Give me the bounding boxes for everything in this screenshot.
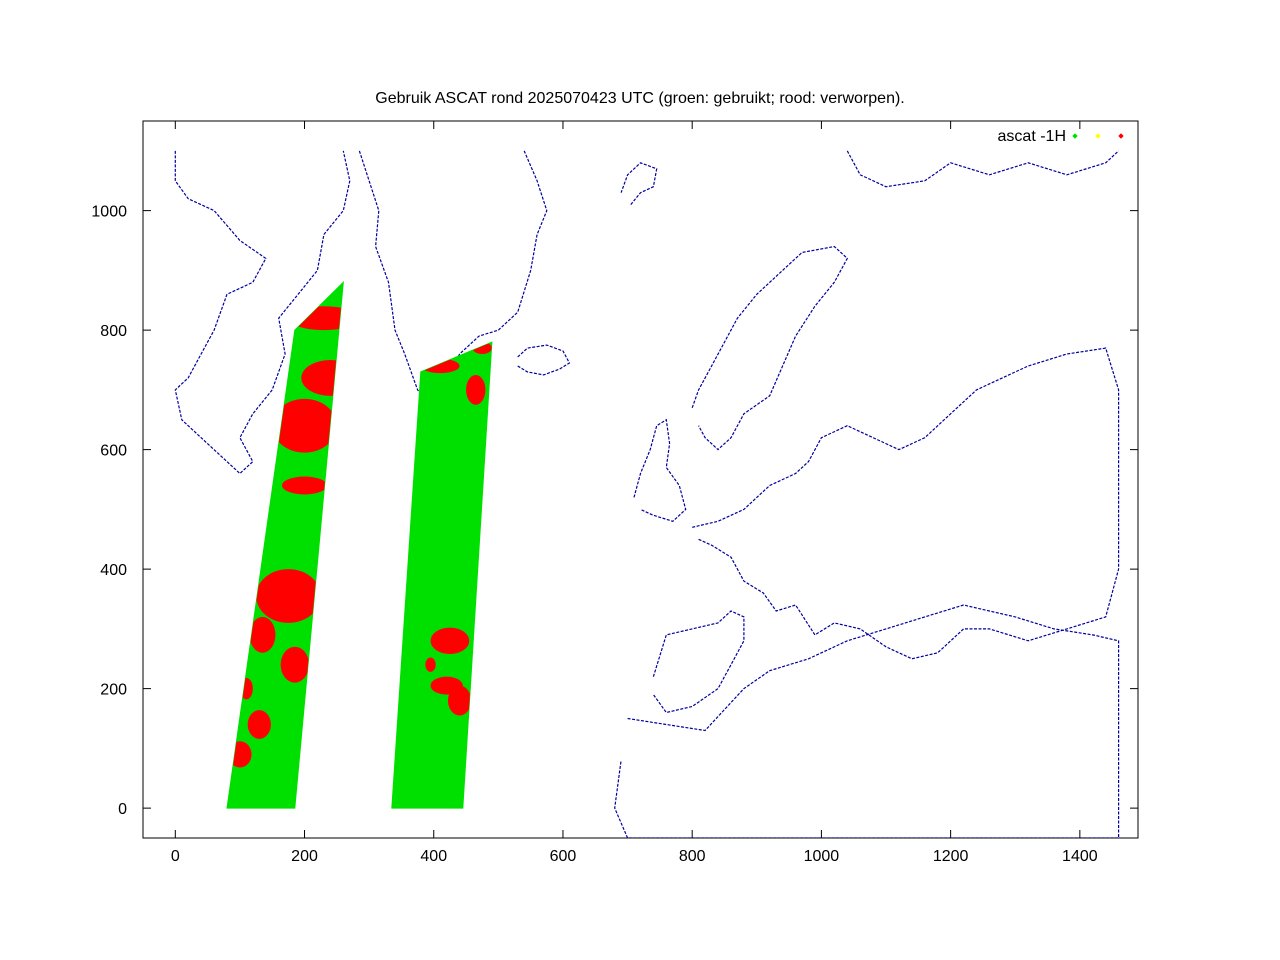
ascat-swaths	[226, 197, 493, 809]
axes: 0 200 400 600 800 1000 1200 1400 0 200 400 600 800 10…	[91, 121, 1138, 865]
coastline-map	[174, 150, 1120, 838]
y-tick-label: 600	[100, 443, 127, 460]
y-tick-label: 400	[100, 562, 127, 579]
rejected-obs-patch	[301, 360, 344, 396]
coastline-russia-north	[846, 150, 1120, 188]
legend-label: ascat -1H	[998, 128, 1066, 145]
x-tick-label: 1200	[933, 848, 969, 865]
rejected-obs-patch	[425, 657, 436, 672]
y-tick-label: 1000	[91, 204, 127, 221]
coastline-africa-north	[614, 604, 1120, 838]
y-tick-label: 800	[100, 323, 127, 340]
x-tick-label: 800	[679, 848, 706, 865]
coastline-iberia	[652, 610, 745, 714]
rejected-obs-patch	[280, 646, 310, 683]
x-tick-label: 0	[171, 848, 180, 865]
rejected-obs-patch	[272, 398, 337, 453]
legend-marker	[1095, 133, 1101, 139]
rejected-obs-patch	[281, 476, 328, 495]
swath-west	[226, 197, 364, 809]
rejected-obs-patch	[420, 358, 460, 374]
rejected-obs-patch	[472, 342, 492, 355]
chart-title: Gebruik ASCAT rond 2025070423 UTC (groen…	[375, 90, 904, 107]
x-tick-label: 1400	[1062, 848, 1098, 865]
y-tick-label: 0	[118, 801, 127, 818]
x-tick-label: 1000	[804, 848, 840, 865]
rejected-obs-patch	[256, 569, 321, 623]
rejected-obs-patch	[430, 627, 470, 654]
legend: ascat -1H	[998, 128, 1124, 145]
x-tick-label: 200	[291, 848, 318, 865]
x-tick-label: 400	[420, 848, 447, 865]
rejected-obs-patch	[288, 306, 344, 331]
legend-marker	[1118, 133, 1124, 139]
y-tick-label: 200	[100, 682, 127, 699]
coastline-europe	[692, 347, 1120, 660]
swath-east	[391, 341, 493, 809]
rejected-obs-patch	[466, 374, 486, 405]
coastline-iceland	[517, 344, 571, 376]
rejected-obs-patch	[228, 741, 252, 768]
used-obs-area	[391, 341, 493, 809]
legend-marker	[1072, 133, 1078, 139]
rejected-obs-patch	[247, 710, 271, 739]
rejected-obs-patch	[239, 677, 253, 700]
coastline-svalbard	[620, 162, 658, 205]
rejected-obs-patch	[359, 197, 364, 211]
rejected-obs-patch	[349, 232, 357, 268]
x-tick-label: 600	[550, 848, 577, 865]
rejected-obs-patch	[447, 685, 472, 716]
rejected-obs-patch	[249, 616, 276, 653]
coastline-canada-arctic	[174, 150, 351, 475]
coastline-scandinavia	[691, 245, 849, 451]
coastline-britain-ireland	[633, 418, 687, 522]
